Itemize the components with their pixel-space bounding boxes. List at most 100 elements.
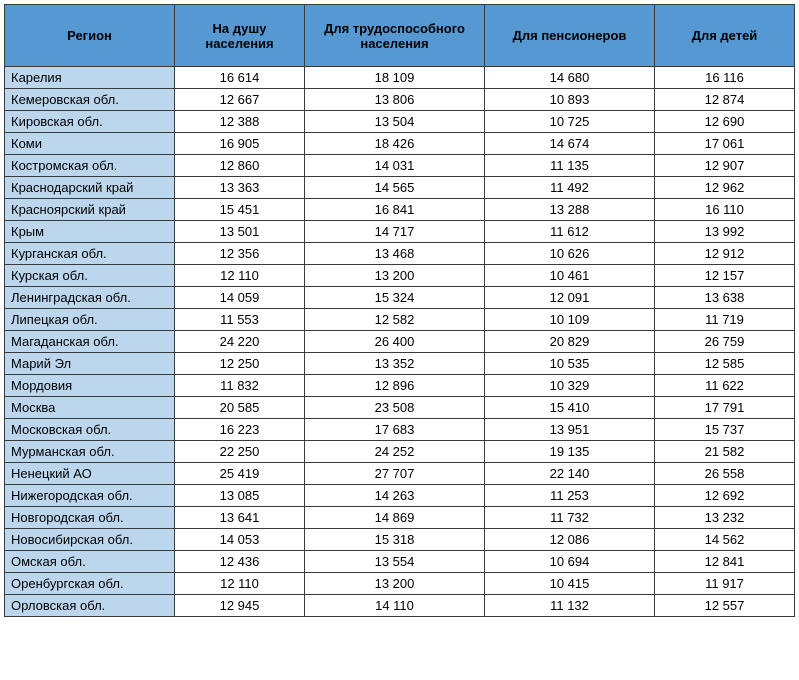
region-cell: Омская обл. [5,551,175,573]
value-cell: 10 329 [485,375,655,397]
value-cell: 14 565 [305,177,485,199]
value-cell: 21 582 [655,441,795,463]
col-header-working-age: Для трудоспособного населения [305,5,485,67]
table-row: Костромская обл.12 86014 03111 13512 907 [5,155,795,177]
value-cell: 12 907 [655,155,795,177]
value-cell: 12 962 [655,177,795,199]
table-row: Москва20 58523 50815 41017 791 [5,397,795,419]
region-cell: Курская обл. [5,265,175,287]
value-cell: 10 725 [485,111,655,133]
value-cell: 12 585 [655,353,795,375]
value-cell: 12 874 [655,89,795,111]
table-row: Кировская обл.12 38813 50410 72512 690 [5,111,795,133]
value-cell: 10 694 [485,551,655,573]
col-header-region: Регион [5,5,175,67]
table-header-row: Регион На душу населения Для трудоспособ… [5,5,795,67]
region-cell: Костромская обл. [5,155,175,177]
region-cell: Нижегородская обл. [5,485,175,507]
region-cell: Мурманская обл. [5,441,175,463]
region-cell: Мордовия [5,375,175,397]
col-header-per-capita: На душу населения [175,5,305,67]
value-cell: 13 288 [485,199,655,221]
table-row: Ненецкий АО25 41927 70722 14026 558 [5,463,795,485]
value-cell: 14 263 [305,485,485,507]
region-cell: Оренбургская обл. [5,573,175,595]
value-cell: 24 252 [305,441,485,463]
value-cell: 22 250 [175,441,305,463]
table-row: Курская обл.12 11013 20010 46112 157 [5,265,795,287]
value-cell: 13 641 [175,507,305,529]
value-cell: 12 110 [175,573,305,595]
value-cell: 16 116 [655,67,795,89]
table-row: Липецкая обл.11 55312 58210 10911 719 [5,309,795,331]
value-cell: 13 554 [305,551,485,573]
value-cell: 11 612 [485,221,655,243]
table-row: Орловская обл.12 94514 11011 13212 557 [5,595,795,617]
value-cell: 13 806 [305,89,485,111]
region-cell: Магаданская обл. [5,331,175,353]
region-cell: Новгородская обл. [5,507,175,529]
table-row: Карелия16 61418 10914 68016 116 [5,67,795,89]
value-cell: 12 690 [655,111,795,133]
region-cell: Краснодарский край [5,177,175,199]
table-row: Крым13 50114 71711 61213 992 [5,221,795,243]
value-cell: 13 352 [305,353,485,375]
value-cell: 15 324 [305,287,485,309]
region-cell: Коми [5,133,175,155]
value-cell: 16 110 [655,199,795,221]
table-body: Карелия16 61418 10914 68016 116Кемеровск… [5,67,795,617]
region-cell: Новосибирская обл. [5,529,175,551]
value-cell: 16 841 [305,199,485,221]
region-cell: Красноярский край [5,199,175,221]
value-cell: 14 110 [305,595,485,617]
value-cell: 12 091 [485,287,655,309]
value-cell: 15 318 [305,529,485,551]
table-row: Новгородская обл.13 64114 86911 73213 23… [5,507,795,529]
value-cell: 10 893 [485,89,655,111]
region-cell: Ненецкий АО [5,463,175,485]
value-cell: 11 135 [485,155,655,177]
value-cell: 14 680 [485,67,655,89]
value-cell: 10 461 [485,265,655,287]
value-cell: 11 132 [485,595,655,617]
region-cell: Кировская обл. [5,111,175,133]
value-cell: 13 200 [305,265,485,287]
value-cell: 16 614 [175,67,305,89]
value-cell: 25 419 [175,463,305,485]
value-cell: 10 626 [485,243,655,265]
value-cell: 14 053 [175,529,305,551]
region-cell: Ленинградская обл. [5,287,175,309]
value-cell: 13 363 [175,177,305,199]
value-cell: 12 841 [655,551,795,573]
value-cell: 26 558 [655,463,795,485]
value-cell: 12 388 [175,111,305,133]
value-cell: 27 707 [305,463,485,485]
value-cell: 14 717 [305,221,485,243]
value-cell: 13 992 [655,221,795,243]
value-cell: 17 683 [305,419,485,441]
value-cell: 15 451 [175,199,305,221]
region-cell: Карелия [5,67,175,89]
value-cell: 20 829 [485,331,655,353]
value-cell: 12 912 [655,243,795,265]
value-cell: 12 896 [305,375,485,397]
value-cell: 11 622 [655,375,795,397]
value-cell: 17 061 [655,133,795,155]
table-row: Мурманская обл.22 25024 25219 13521 582 [5,441,795,463]
value-cell: 10 535 [485,353,655,375]
table-row: Коми16 90518 42614 67417 061 [5,133,795,155]
value-cell: 14 031 [305,155,485,177]
value-cell: 11 253 [485,485,655,507]
value-cell: 12 356 [175,243,305,265]
value-cell: 14 869 [305,507,485,529]
value-cell: 11 553 [175,309,305,331]
value-cell: 12 692 [655,485,795,507]
value-cell: 10 109 [485,309,655,331]
value-cell: 12 667 [175,89,305,111]
table-row: Кемеровская обл.12 66713 80610 89312 874 [5,89,795,111]
region-cell: Курганская обл. [5,243,175,265]
table-row: Московская обл.16 22317 68313 95115 737 [5,419,795,441]
value-cell: 15 410 [485,397,655,419]
value-cell: 19 135 [485,441,655,463]
regions-table: Регион На душу населения Для трудоспособ… [4,4,795,617]
